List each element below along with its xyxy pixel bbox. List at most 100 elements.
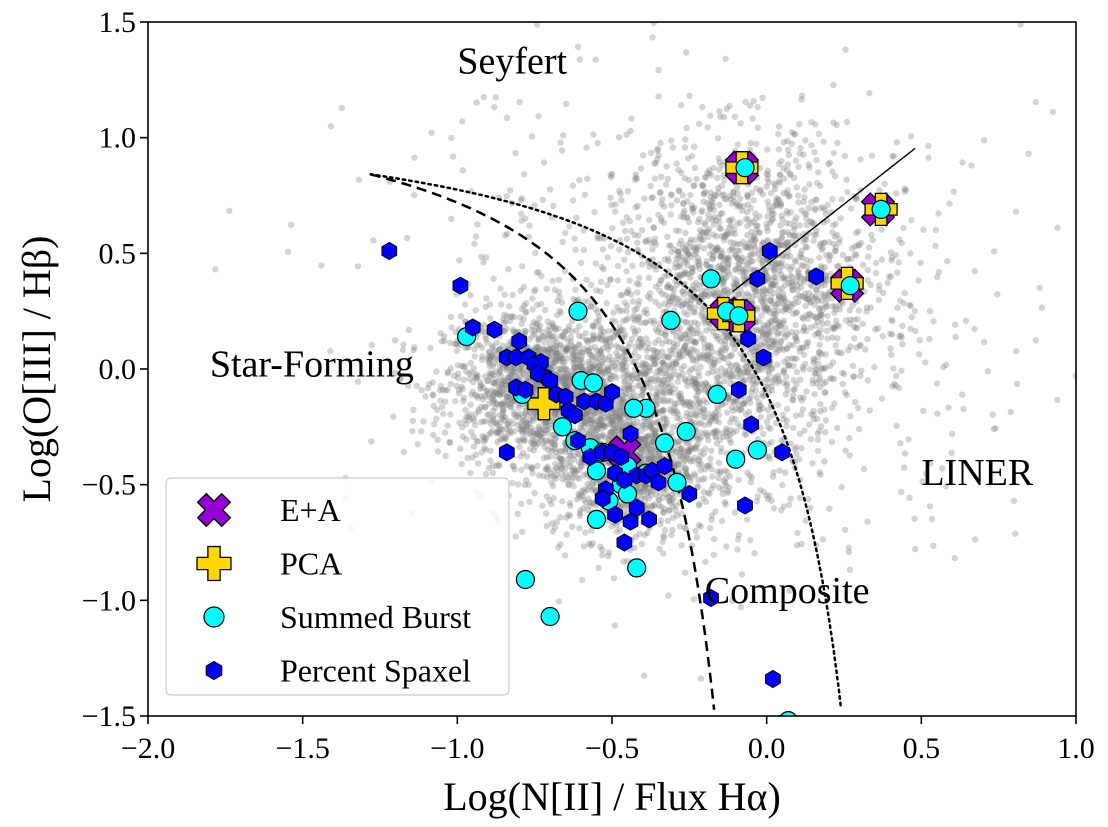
background-point <box>732 362 739 369</box>
background-point <box>641 531 648 539</box>
background-point <box>496 426 504 433</box>
background-point <box>805 295 812 303</box>
background-point <box>798 261 805 269</box>
background-point <box>655 211 662 219</box>
background-point <box>621 385 629 392</box>
background-point <box>754 493 761 500</box>
background-point <box>761 306 768 313</box>
background-point <box>536 425 543 432</box>
background-point <box>657 407 665 415</box>
background-point <box>662 181 670 188</box>
background-point <box>720 433 727 440</box>
background-point <box>558 299 566 306</box>
background-point <box>424 384 432 392</box>
background-point <box>501 416 508 424</box>
background-point <box>831 324 839 332</box>
background-point <box>700 190 708 197</box>
background-point <box>466 417 473 424</box>
background-point <box>602 368 609 375</box>
background-point <box>771 338 778 346</box>
background-point <box>574 363 581 370</box>
background-point <box>405 326 412 334</box>
background-point <box>710 252 717 260</box>
background-point <box>689 205 696 212</box>
background-point <box>789 286 796 293</box>
background-point <box>527 409 534 416</box>
background-point <box>640 309 648 316</box>
background-point <box>671 448 679 455</box>
background-point <box>492 420 500 427</box>
background-point <box>709 473 716 480</box>
background-point <box>822 417 830 424</box>
background-point <box>653 388 661 395</box>
background-point <box>625 384 632 391</box>
background-point <box>625 344 632 351</box>
background-point <box>495 346 503 353</box>
background-point <box>596 323 604 331</box>
background-point <box>492 94 499 101</box>
background-point <box>818 282 825 289</box>
background-point <box>690 182 697 190</box>
background-point <box>757 342 765 349</box>
background-point <box>758 312 765 319</box>
background-point <box>595 422 603 429</box>
background-point <box>409 417 417 425</box>
background-point <box>465 413 473 420</box>
background-point <box>797 144 804 152</box>
background-point <box>479 384 487 391</box>
background-point <box>529 470 536 477</box>
background-point <box>658 381 665 388</box>
background-point <box>541 348 549 355</box>
background-point <box>592 354 599 361</box>
background-point <box>604 365 611 372</box>
background-point <box>552 448 559 455</box>
background-point <box>726 224 733 231</box>
background-point <box>409 427 416 435</box>
background-point <box>688 345 695 353</box>
background-point <box>816 310 824 318</box>
background-point <box>581 345 588 352</box>
background-point <box>637 165 645 172</box>
background-point <box>739 291 747 298</box>
background-point <box>629 262 636 270</box>
background-point <box>570 343 578 351</box>
background-point <box>711 362 718 369</box>
background-point <box>491 388 498 396</box>
background-point <box>575 342 583 349</box>
background-point <box>287 221 295 228</box>
background-point <box>675 254 683 262</box>
background-point <box>720 191 728 198</box>
background-point <box>676 523 684 530</box>
background-point <box>653 393 660 400</box>
background-point <box>484 354 491 361</box>
background-point <box>669 423 677 431</box>
background-point <box>682 319 689 326</box>
background-point <box>803 327 810 335</box>
background-point <box>682 465 689 472</box>
background-point <box>783 190 790 197</box>
background-point <box>609 418 616 425</box>
background-point <box>822 351 829 358</box>
background-point <box>546 497 553 504</box>
background-point <box>505 430 512 437</box>
background-point <box>837 215 844 222</box>
background-point <box>494 391 501 398</box>
background-point <box>556 307 563 315</box>
background-point <box>593 408 600 416</box>
background-point <box>670 494 677 502</box>
background-point <box>824 296 831 303</box>
background-point <box>868 152 876 159</box>
background-point <box>643 335 650 342</box>
background-point <box>634 202 641 210</box>
background-point <box>641 319 649 327</box>
background-point <box>649 426 656 433</box>
background-point <box>547 453 554 460</box>
background-point <box>755 250 762 257</box>
background-point <box>639 388 646 395</box>
background-point <box>784 239 791 246</box>
background-point <box>594 364 601 371</box>
background-point <box>609 421 617 428</box>
background-point <box>598 425 605 432</box>
background-point <box>524 423 531 430</box>
background-point <box>674 354 682 362</box>
